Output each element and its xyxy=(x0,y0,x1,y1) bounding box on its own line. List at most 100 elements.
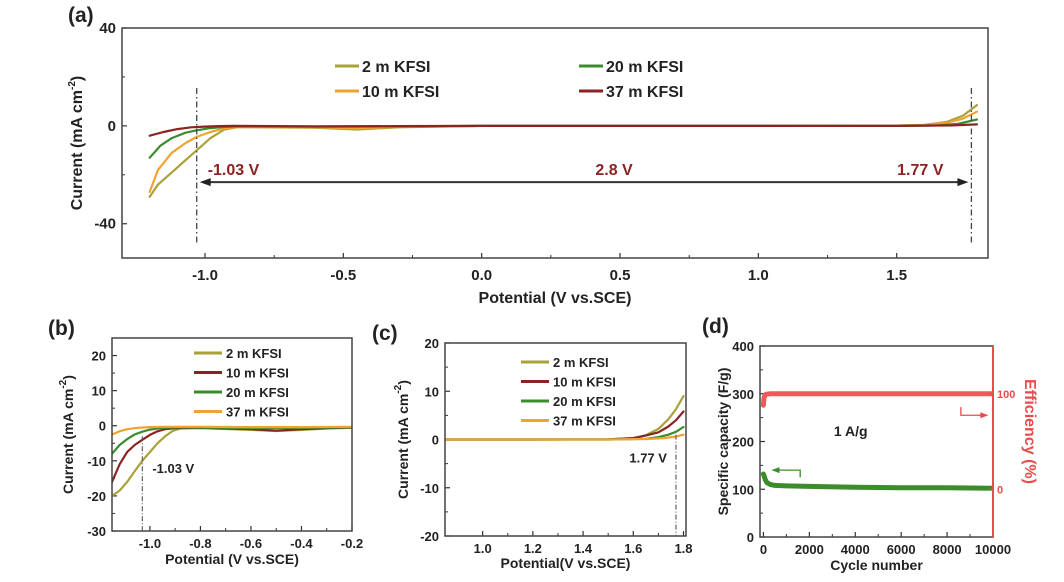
series-line-20-m-kfsi xyxy=(112,426,352,455)
y-tick-label: 200 xyxy=(732,435,754,450)
panel-d: (d) 0 2000 4000 6000 8000 10000 0 100 200 300 400 Cy… xyxy=(702,315,1038,573)
x-tick-label: -0.2 xyxy=(341,536,363,551)
legend-label: 2 m KFSI xyxy=(553,355,609,370)
x-tick-label: 2000 xyxy=(795,542,824,557)
y-axis-label: Current (mA cm-2) xyxy=(67,76,86,211)
y-tick-label: 20 xyxy=(92,349,106,364)
y-axis-label-close: ) xyxy=(60,375,76,380)
panel-b: (b) -1.0 -0.8 -0.6 -0.4 -0.2 20 10 0 -10 -20 -30 Pot… xyxy=(48,317,363,567)
x-axis-label: Potential(V vs.SCE) xyxy=(501,555,631,571)
y-axis-label-close: ) xyxy=(69,76,86,81)
series-line-specific-capacity xyxy=(760,471,993,491)
annotation-label: 1.77 V xyxy=(629,451,667,466)
legend-item: 20 m KFSI xyxy=(579,59,683,76)
arrow-head-left-icon xyxy=(199,178,211,187)
x-tick-label: 10000 xyxy=(975,542,1011,557)
current-density-label: 1 A/g xyxy=(834,423,868,439)
y-axis-label-main: Current (mA cm xyxy=(395,394,411,499)
capacity-axis-pointer xyxy=(773,469,801,478)
legend-label: 37 m KFSI xyxy=(226,405,289,420)
x-tick-label: 1.0 xyxy=(748,267,769,284)
panel-label: (c) xyxy=(372,322,398,345)
annotation-label: -1.03 V xyxy=(152,461,194,476)
y-tick-label: 10 xyxy=(92,384,106,399)
y-axis-label: Specific capacity (F/g) xyxy=(715,368,731,516)
legend-item: 2 m KFSI xyxy=(521,355,609,370)
x-tick-label: 1.8 xyxy=(674,541,692,556)
arrow-head-right-icon xyxy=(957,178,969,187)
panel-a: (a) -1.0 -0.5 0.0 0.5 1.0 1.5 40 0 -40 Potential (… xyxy=(67,4,989,307)
series-line-37-m-kfsi xyxy=(148,123,979,137)
legend-item: 10 m KFSI xyxy=(194,366,289,381)
x-tick-label: 0.5 xyxy=(610,267,631,284)
series-group xyxy=(112,425,352,497)
x-tick-label: 0.0 xyxy=(471,267,492,284)
right-axis-label: Efficiency (%) xyxy=(1021,379,1038,484)
y-axis-label-sup: -2 xyxy=(58,379,69,388)
series-line-efficiency xyxy=(760,391,993,408)
legend-item: 2 m KFSI xyxy=(335,59,430,76)
annotation-window: 2.8 V xyxy=(595,162,633,179)
y-axis-label: Current (mA cm-2) xyxy=(393,380,411,499)
y-tick-label: 40 xyxy=(99,20,116,37)
x-axis-label: Cycle number xyxy=(830,557,923,573)
y-tick-label: 0 xyxy=(747,530,754,545)
legend-label: 37 m KFSI xyxy=(606,84,683,101)
plot-frame xyxy=(111,337,353,532)
series-group xyxy=(760,391,993,491)
x-tick-label: -0.5 xyxy=(330,267,356,284)
y-tick-label: 10 xyxy=(425,384,439,399)
x-tick-label: 1.5 xyxy=(886,267,907,284)
y-tick-label: 0 xyxy=(108,118,116,135)
legend-label: 10 m KFSI xyxy=(362,84,439,101)
x-tick-label: 1.6 xyxy=(624,541,642,556)
panel-label: (a) xyxy=(68,4,94,27)
x-tick-label: -1.0 xyxy=(139,536,161,551)
plot-frame xyxy=(759,345,994,538)
y-axis-label-main: Current (mA cm xyxy=(69,90,86,210)
series-line-10-m-kfsi xyxy=(112,426,352,483)
legend-label: 20 m KFSI xyxy=(553,394,616,409)
y-tick-label: 400 xyxy=(732,339,754,354)
y-tick-label: 0 xyxy=(432,433,439,448)
annotation-left: -1.03 V xyxy=(208,162,260,179)
y-tick-label: -20 xyxy=(420,529,439,544)
annotation-right: 1.77 V xyxy=(897,162,944,179)
legend-label: 37 m KFSI xyxy=(553,414,616,429)
legend-label: 10 m KFSI xyxy=(226,366,289,381)
series-line-37-m-kfsi xyxy=(112,425,352,436)
x-tick-label: 8000 xyxy=(933,542,962,557)
y-tick-label: 300 xyxy=(732,387,754,402)
x-axis-label: Potential (V vs.SCE) xyxy=(479,290,632,307)
series-line-2-m-kfsi xyxy=(112,426,352,497)
legend-item: 10 m KFSI xyxy=(335,84,439,101)
x-tick-label: 4000 xyxy=(841,542,870,557)
legend-label: 20 m KFSI xyxy=(606,59,683,76)
legend-label: 20 m KFSI xyxy=(226,385,289,400)
panel-label: (d) xyxy=(702,315,729,338)
y-tick-label: -10 xyxy=(420,481,439,496)
series-group xyxy=(148,103,979,198)
legend-item: 2 m KFSI xyxy=(194,346,282,361)
legend-item: 37 m KFSI xyxy=(521,414,616,429)
y-tick-label: 100 xyxy=(732,482,754,497)
arrow-right-icon xyxy=(980,412,989,419)
right-y-tick-label: 100 xyxy=(997,389,1015,401)
y-tick-label: 20 xyxy=(425,336,439,351)
y-axis-label-sup: -2 xyxy=(393,384,404,393)
x-tick-label: 1.2 xyxy=(524,541,542,556)
plot-frame xyxy=(121,27,989,259)
legend-item: 20 m KFSI xyxy=(521,394,616,409)
legend-item: 10 m KFSI xyxy=(521,375,616,390)
x-tick-label: -1.0 xyxy=(192,267,218,284)
x-tick-label: -0.4 xyxy=(290,536,313,551)
legend-label: 2 m KFSI xyxy=(226,346,282,361)
x-tick-label: -0.8 xyxy=(189,536,211,551)
series-line-10-m-kfsi xyxy=(148,110,979,193)
x-axis-label: Potential (V vs.SCE) xyxy=(165,551,299,567)
legend-label: 2 m KFSI xyxy=(362,59,430,76)
arrow-left-icon xyxy=(771,467,780,474)
y-tick-label: -40 xyxy=(94,216,116,233)
legend-item: 20 m KFSI xyxy=(194,385,289,400)
